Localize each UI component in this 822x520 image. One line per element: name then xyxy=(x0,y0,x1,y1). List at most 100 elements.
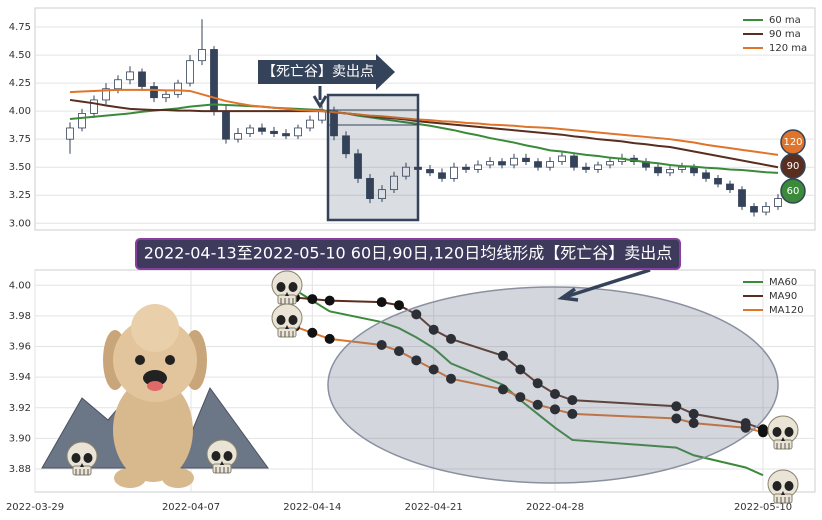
ma-line xyxy=(69,88,779,156)
candle-body xyxy=(222,110,230,140)
y-tick-label: 4.50 xyxy=(9,50,31,61)
y-tick-label: 3.50 xyxy=(9,162,31,173)
candle-body xyxy=(198,49,206,62)
candle-body xyxy=(342,135,350,155)
candle-body xyxy=(486,161,494,166)
ma-point xyxy=(688,418,699,429)
banner-bg xyxy=(135,238,681,270)
ma-point xyxy=(567,395,578,406)
candle-body xyxy=(750,206,758,213)
ma-point xyxy=(688,408,699,419)
candle-body xyxy=(366,178,374,200)
candle-body xyxy=(534,161,542,168)
y-tick-label: 4.00 xyxy=(9,106,31,117)
candle-body xyxy=(150,86,158,99)
candle-body xyxy=(270,130,278,134)
ma-badge-label: 90 xyxy=(787,161,800,172)
ma-point xyxy=(740,422,751,433)
ma-point xyxy=(532,399,543,410)
candle-body xyxy=(498,161,506,166)
ma-point xyxy=(376,297,387,308)
arrow-label: 【死亡谷】卖出点 xyxy=(262,64,374,80)
candle-body xyxy=(210,49,218,112)
candle-body xyxy=(306,119,314,129)
ma-point xyxy=(324,295,335,306)
candle-body xyxy=(558,155,566,163)
x-tick-label: 2022-04-21 xyxy=(405,502,463,513)
candle-body xyxy=(90,99,98,114)
candle-body xyxy=(606,161,614,166)
legend-label: MA90 xyxy=(769,291,797,302)
candle-body xyxy=(174,82,182,95)
ma-point xyxy=(515,392,526,403)
candle-body xyxy=(774,198,782,207)
ma-point xyxy=(515,364,526,375)
ma-point xyxy=(550,389,560,400)
y-tick-label: 3.25 xyxy=(9,190,31,201)
candle-body xyxy=(294,127,302,137)
ma-point xyxy=(307,294,318,305)
y-tick-label: 3.96 xyxy=(9,342,31,353)
candle-body xyxy=(330,110,338,137)
y-tick-label: 4.25 xyxy=(9,78,31,89)
candle-body xyxy=(654,166,662,174)
ma-point xyxy=(394,300,404,311)
candle-body xyxy=(762,206,770,213)
ma-point xyxy=(446,333,456,344)
top-layer: 3.00 3.25 3.50 3.75 4.00 4.25 4.50 4.75 60 90 120 6… xyxy=(9,15,815,229)
candle-body xyxy=(474,164,482,170)
ma-point xyxy=(324,333,335,344)
legend-label: MA120 xyxy=(769,305,804,316)
valley-box xyxy=(326,93,420,222)
candle-body xyxy=(78,112,86,129)
candle-body xyxy=(702,172,710,179)
ma-point xyxy=(411,309,422,320)
candle-body xyxy=(594,164,602,170)
legend-label: MA60 xyxy=(769,277,797,288)
y-tick-label: 3.00 xyxy=(9,218,31,229)
candle-body xyxy=(678,166,686,170)
y-tick-label: 3.88 xyxy=(9,464,31,475)
candle-body xyxy=(402,166,410,177)
candle-body xyxy=(570,155,578,168)
candle-body xyxy=(726,183,734,191)
y-tick-label: 3.98 xyxy=(9,311,31,322)
highlight-ellipse xyxy=(327,286,779,484)
candle-body xyxy=(450,166,458,179)
candle-body xyxy=(522,157,530,163)
bottom-layer: 3.88 3.90 3.92 3.94 3.96 3.98 4.00 2022-03-29 20… xyxy=(6,270,815,513)
x-tick-label: 2022-04-07 xyxy=(162,502,220,513)
y-tick-label: 3.75 xyxy=(9,134,31,145)
ma-point xyxy=(498,384,508,395)
candle-body xyxy=(390,175,398,191)
candle-body xyxy=(582,166,590,170)
pointer-arrow xyxy=(557,268,651,302)
dog xyxy=(103,304,207,488)
candle-body xyxy=(426,169,434,174)
candle-body xyxy=(282,133,290,137)
ma-point xyxy=(446,373,456,384)
candle-body xyxy=(162,93,170,99)
candle-body xyxy=(666,169,674,174)
candle-body xyxy=(186,60,194,84)
ma-point xyxy=(498,350,508,361)
candle-body xyxy=(378,189,386,200)
candle-body xyxy=(546,161,554,168)
ma-point xyxy=(411,355,422,366)
candle-body xyxy=(462,166,470,170)
ma-point xyxy=(428,324,439,335)
candle-body xyxy=(66,127,74,140)
ma-point xyxy=(532,378,543,389)
ma-line xyxy=(69,98,779,169)
y-tick-label: 4.75 xyxy=(9,22,31,33)
candle-body xyxy=(234,133,242,140)
ma-point xyxy=(567,408,578,419)
legend-label: 90 ma xyxy=(769,29,801,40)
candle-body xyxy=(246,127,254,134)
y-tick-label: 3.90 xyxy=(9,433,31,444)
banner-text: 2022-04-13至2022-05-10 60日,90日,120日均线形成【死… xyxy=(144,244,673,263)
ma-badge-label: 120 xyxy=(783,137,802,148)
ma-point xyxy=(376,340,387,351)
